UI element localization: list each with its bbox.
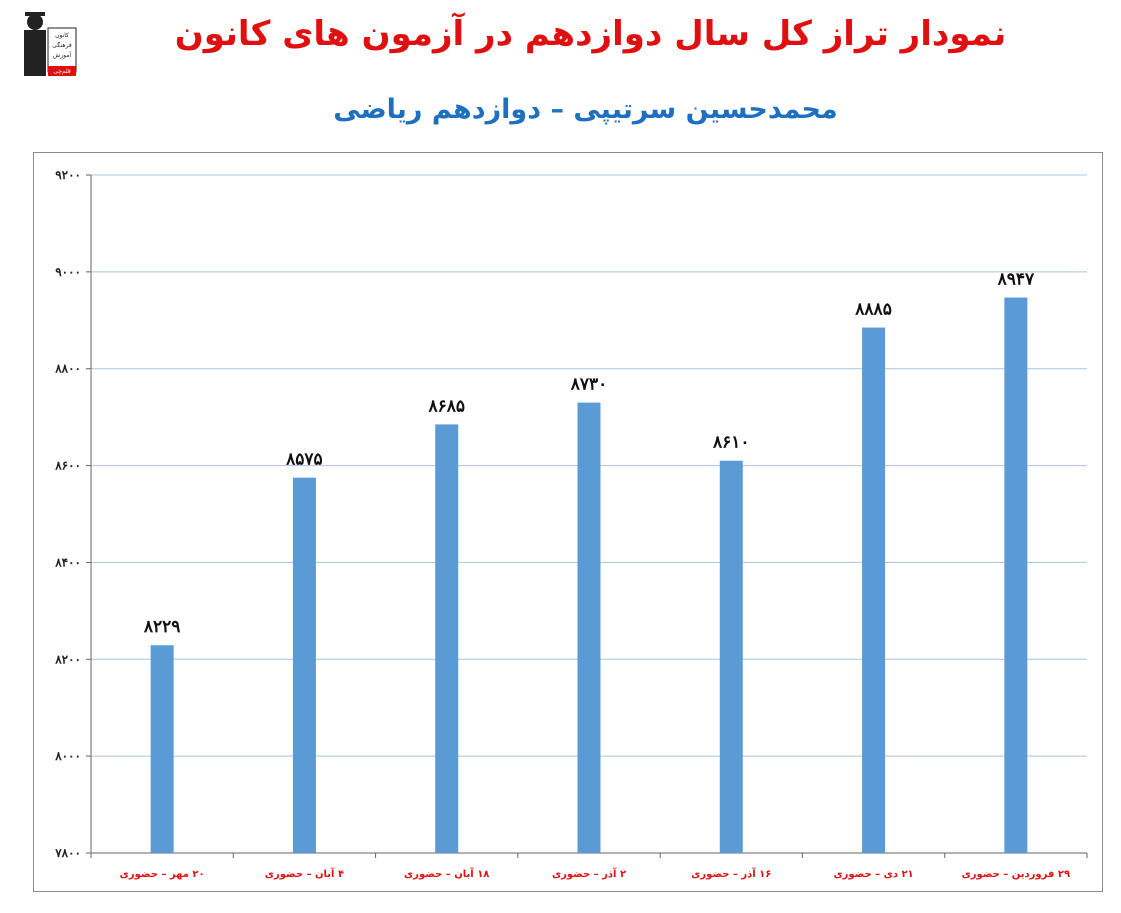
bar [719, 460, 743, 853]
chart-frame [33, 152, 1103, 892]
kanoon-logo: کانون فرهنگی آموزش قلم‌چی [22, 10, 78, 80]
y-tick-label: ۸۶۰۰ [54, 459, 81, 473]
data-label: ۸۸۸۵ [854, 300, 892, 320]
logo-text-1: کانون [55, 32, 69, 39]
y-tick-label: ۹۰۰۰ [55, 265, 81, 279]
x-tick-label: ۱۶ آذر – حضوری [691, 867, 771, 880]
data-label: ۸۷۳۰ [570, 375, 608, 395]
x-tick-labels: ۲۰ مهر – حضوری ۴ آبان – حضوری ۱۸ آبان – حض… [120, 867, 1070, 880]
chart-subtitle: محمدحسین سرتیپی – دوازدهم ریاضی [333, 94, 838, 125]
y-tick-label: ۷۸۰۰ [54, 846, 81, 860]
y-tick-label: ۹۲۰۰ [55, 168, 81, 182]
x-tick-label: ۴ آبان – حضوری [265, 867, 344, 880]
logo-text-3: آموزش [53, 50, 72, 59]
bar [862, 327, 886, 853]
x-tick-label: ۲۹ فروردین – حضوری [962, 869, 1071, 880]
data-label: ۸۶۸۵ [427, 396, 465, 416]
bar [292, 477, 316, 853]
data-label: ۸۲۲۹ [143, 617, 181, 637]
y-tick-label: ۸۸۰۰ [54, 362, 81, 376]
bars [150, 297, 1028, 853]
data-label: ۸۶۱۰ [712, 433, 750, 453]
chart-title: نمودار تراز کل سال دوازدهم در آزمون های … [174, 14, 1007, 54]
y-tick-labels: ۷۸۰۰ ۸۰۰۰ ۸۲۰۰ ۸۴۰۰ ۸۶۰۰ ۸۸۰۰ ۹۰۰۰ ۹۲۰۰ [54, 168, 81, 860]
y-tick-label: ۸۲۰۰ [54, 652, 81, 666]
bar [150, 645, 174, 853]
y-tick-label: ۸۴۰۰ [54, 555, 81, 569]
data-labels: ۸۲۲۹ ۸۵۷۵ ۸۶۸۵ ۸۷۳۰ ۸۶۱۰ ۸۸۸۵ ۸۹۴۷ [143, 270, 1035, 638]
bar [435, 424, 459, 853]
bar [1004, 297, 1028, 853]
logo-text-4: قلم‌چی [53, 68, 71, 75]
y-tick-label: ۸۰۰۰ [54, 749, 81, 763]
x-tick-label: ۲۰ مهر – حضوری [120, 869, 205, 880]
data-label: ۸۵۷۵ [285, 450, 323, 470]
x-tick-label: ۲ آذر – حضوری [552, 867, 626, 880]
data-label: ۸۹۴۷ [997, 270, 1035, 290]
bar [577, 402, 601, 853]
logo-text-2: فرهنگی [52, 41, 72, 49]
x-tick-label: ۲۱ دی – حضوری [833, 869, 913, 880]
x-tick-label: ۱۸ آبان – حضوری [404, 867, 489, 880]
